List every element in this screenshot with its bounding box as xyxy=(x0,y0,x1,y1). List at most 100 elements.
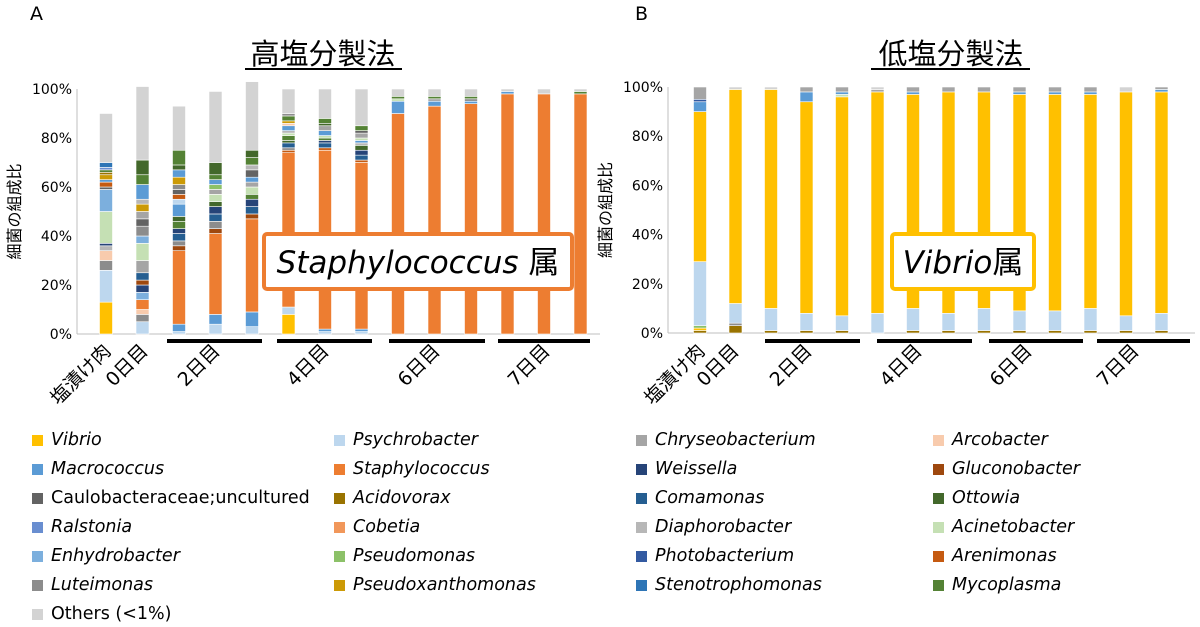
bar-segment-staphylococcus xyxy=(135,299,150,310)
bar-segment-others xyxy=(764,86,778,90)
bar-segment-luteimonas xyxy=(728,322,743,326)
bar-segment-psychrobacter xyxy=(208,323,223,335)
legend-label: Cobetia xyxy=(353,517,421,537)
bar-stack xyxy=(693,86,707,334)
bar-segment-mycoplasma xyxy=(172,149,186,166)
bar-segment-mycoplasma xyxy=(464,96,478,100)
genus-name: Vibrio xyxy=(903,245,993,281)
bar-segment-enhydrobacter xyxy=(135,235,150,244)
bar-segment-chryseobacterium xyxy=(870,89,885,93)
bar-segment-macrococcus xyxy=(354,140,369,144)
y-tick-label: 0% xyxy=(641,326,663,342)
x-category-label: 7日目 xyxy=(1093,340,1144,391)
bar-stack xyxy=(245,81,259,335)
bar-segment-photobacterium xyxy=(693,99,707,103)
bar-segment-luteimonas xyxy=(172,240,186,247)
bar-segment-caulobacteraceae-uncultured xyxy=(99,186,113,190)
y-axis-title: 細菌の組成比 xyxy=(596,162,615,258)
genus-annotation-box xyxy=(262,232,574,291)
legend-item: Caulobacteraceae;uncultured xyxy=(32,486,310,510)
bar-segment-chryseobacterium xyxy=(135,260,150,274)
bar-segment-others xyxy=(354,88,369,127)
bar-segment-psychrobacter xyxy=(245,326,259,335)
bar-stack xyxy=(354,88,369,335)
bar-segment-psychrobacter xyxy=(318,331,332,335)
panel-label: B xyxy=(635,3,648,25)
bar-segment-macrococcus xyxy=(208,179,223,185)
bar-segment-pseudoxanthomonas xyxy=(172,176,186,185)
bar-segment-others xyxy=(99,113,113,163)
bar-segment-macrococcus xyxy=(464,100,478,105)
bar-stack xyxy=(1154,86,1169,334)
bar-segment-pseudoxanthomonas xyxy=(99,174,113,180)
bar-segment-luteimonas xyxy=(135,314,150,323)
bar-segment-macrococcus xyxy=(99,179,113,183)
bar-segment-macrococcus xyxy=(135,184,150,200)
bar-segment-weissella xyxy=(135,284,150,293)
bar-segment-mycoplasma xyxy=(281,135,296,141)
bar-segment-mycoplasma xyxy=(354,125,369,131)
bar-segment-acinetobacter xyxy=(208,194,223,203)
legend-item: Acinetobacter xyxy=(933,515,1074,539)
bar-segment-arcobacter xyxy=(281,123,296,127)
legend-label: Photobacterium xyxy=(655,546,795,566)
bar-segment-others xyxy=(208,91,223,163)
bar-segment-diaphorobacter xyxy=(281,130,296,134)
x-category-label: 7日目 xyxy=(504,340,555,391)
bar-segment-mycoplasma xyxy=(573,91,588,95)
bar-stack xyxy=(500,88,515,335)
bar-segment-macrococcus xyxy=(427,100,442,107)
bar-stack xyxy=(764,86,778,334)
bar-segment-acinetobacter xyxy=(281,132,296,136)
bar-segment-enhydrobacter xyxy=(135,292,150,301)
bar-segment-caulobacteraceae-uncultured xyxy=(245,169,259,178)
bar-segment-luteimonas xyxy=(208,221,223,229)
bar-segment-mycoplasma xyxy=(135,174,150,185)
bar-segment-staphylococcus xyxy=(573,93,588,335)
bar-segment-ralstonia xyxy=(99,167,113,171)
legend-swatch xyxy=(334,550,345,562)
legend-swatch xyxy=(933,492,944,504)
bar-segment-acinetobacter xyxy=(318,135,332,139)
chart-title: 低塩分製法 xyxy=(878,37,1023,71)
bar-segment-acidovorax xyxy=(1048,330,1062,334)
legend-swatch xyxy=(334,492,345,504)
bar-segment-vibrio xyxy=(1083,94,1098,309)
legend-swatch xyxy=(933,434,944,446)
bar-segment-comamonas xyxy=(245,206,259,215)
bar-segment-caulobacteraceae-uncultured xyxy=(135,218,150,227)
bar-segment-macrococcus xyxy=(245,176,259,183)
bar-segment-arcobacter xyxy=(135,309,150,315)
x-category-label: 6日目 xyxy=(986,340,1037,391)
legend-label: Acinetobacter xyxy=(952,517,1075,537)
bar-stack xyxy=(1012,86,1027,334)
bar-segment-caulobacteraceae-uncultured xyxy=(354,130,369,134)
bar-segment-pseudomonas xyxy=(208,184,223,190)
legend-label: Luteimonas xyxy=(51,575,154,595)
bar-segment-ottowia xyxy=(208,201,223,207)
bar-segment-chryseobacterium xyxy=(1154,86,1169,90)
bar-segment-macrococcus xyxy=(172,203,186,217)
bar-segment-chryseobacterium xyxy=(693,86,707,100)
bar-segment-comamonas xyxy=(172,233,186,242)
bar-segment-staphylococcus xyxy=(427,105,442,335)
bar-segment-psychrobacter xyxy=(941,313,956,331)
bar-segment-others xyxy=(537,88,551,95)
chart-title: 高塩分製法 xyxy=(250,37,395,71)
bar-segment-arenimonas xyxy=(318,147,332,151)
bar-segment-acidovorax xyxy=(977,330,991,334)
bar-segment-others xyxy=(500,88,515,92)
legend-label: Ralstonia xyxy=(51,517,133,537)
legend-swatch xyxy=(933,579,944,591)
bar-segment-staphylococcus xyxy=(391,113,405,335)
bar-segment-chryseobacterium xyxy=(977,86,991,93)
bar-segment-others xyxy=(318,88,332,119)
legend-item: Mycoplasma xyxy=(933,573,1061,597)
legend-label: Enhydrobacter xyxy=(51,546,180,566)
bar-stack xyxy=(1048,86,1062,334)
bar-segment-chryseobacterium xyxy=(1048,86,1062,93)
bar-segment-chryseobacterium xyxy=(835,86,849,93)
bar-stack xyxy=(208,91,223,335)
legend-item: Pseudoxanthomonas xyxy=(334,573,536,597)
